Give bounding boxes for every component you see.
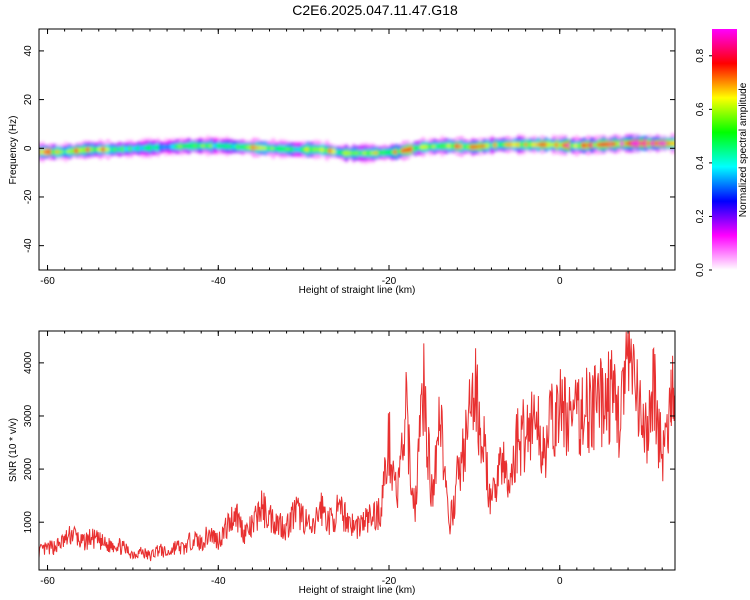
snr-x-axis-label: Height of straight line (km) (299, 585, 416, 596)
colorbar-ticks: 0.0 0.2 0.4 0.6 0.8 (695, 48, 712, 277)
colorbar-gradient (712, 29, 737, 270)
y-tick-label: -40 (23, 238, 34, 253)
colorbar: 0.0 0.2 0.4 0.6 0.8 Normalized spectral ampl… (695, 29, 749, 277)
y-tick-label: -20 (23, 189, 34, 204)
snr-frame (38, 330, 676, 571)
colorbar-label: Normalized spectral amplitude (738, 82, 749, 217)
x-tick-label: -60 (40, 276, 55, 287)
y-tick-label: 4000 (23, 351, 34, 374)
spectrogram-heatmap (39, 132, 675, 164)
spectrogram-x-axis-label: Height of straight line (km) (299, 285, 416, 296)
colorbar-tick-label: 0.2 (695, 209, 706, 223)
colorbar-tick-label: 0.4 (695, 156, 706, 170)
x-tick-label: -40 (211, 276, 226, 287)
snr-series-line (38, 331, 676, 562)
colorbar-tick-label: 0.0 (695, 263, 706, 277)
spectrogram-cells (39, 132, 675, 164)
spectrogram-axes: -60 -40 -20 0 40 20 0 -20 -40 (23, 29, 675, 287)
y-tick-label: 1000 (23, 511, 34, 534)
spectrogram-cell (669, 141, 675, 146)
x-tick-label: 0 (557, 576, 563, 587)
x-tick-label: 0 (557, 276, 563, 287)
colorbar-tick-label: 0.8 (695, 48, 706, 62)
snr-axes: -60 -40 -20 0 1000 2000 3000 4000 (23, 331, 675, 587)
y-tick-label: 3000 (23, 404, 34, 427)
spectrogram-frame (38, 28, 676, 271)
y-tick-label: 20 (23, 94, 34, 106)
y-tick-label: 40 (23, 45, 34, 57)
spectrogram-panel: -60 -40 -20 0 40 20 0 -20 -40 Height of straight… (8, 28, 676, 296)
chart-title: C2E6.2025.047.11.47.G18 (292, 2, 458, 18)
x-tick-label: -40 (211, 576, 226, 587)
x-tick-label: -20 (382, 276, 397, 287)
spectrogram-y-axis-label: Frequency (Hz) (8, 116, 19, 185)
colorbar-tick-label: 0.6 (695, 102, 706, 116)
y-tick-label: 2000 (23, 458, 34, 481)
snr-panel: -60 -40 -20 0 1000 2000 3000 4000 Height of str… (8, 330, 676, 596)
snr-y-axis-label: SNR (10 * v/v) (8, 418, 19, 482)
y-tick-label: 0 (23, 145, 34, 151)
x-tick-label: -20 (382, 576, 397, 587)
x-tick-label: -60 (40, 576, 55, 587)
